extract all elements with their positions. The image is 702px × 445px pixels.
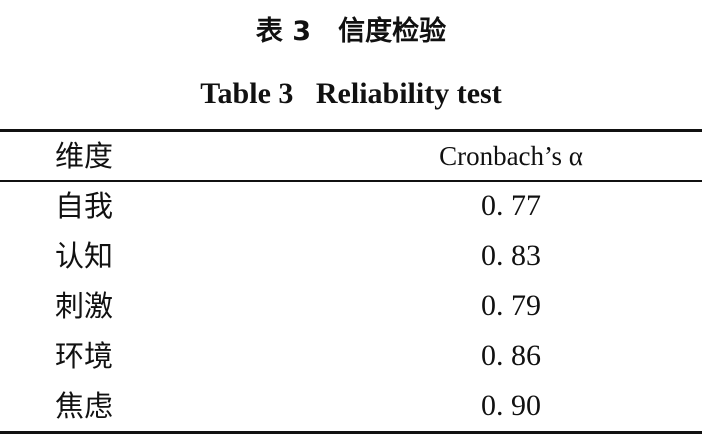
table-top-rule <box>0 129 702 132</box>
row-value-stimulus: 0. 79 <box>481 289 541 322</box>
table-title-english: Table 3 Reliability test <box>200 77 502 110</box>
table-header-rule <box>0 180 702 182</box>
row-dimension-environment: 环境 <box>55 339 114 373</box>
row-dimension-stimulus: 刺激 <box>55 289 114 323</box>
header-dimension: 维度 <box>55 139 114 173</box>
header-cronbach-alpha: Cronbach’s α <box>439 141 583 171</box>
row-value-cognition: 0. 83 <box>481 239 541 272</box>
row-value-anxiety: 0. 90 <box>481 389 541 422</box>
table-bottom-rule <box>0 431 702 434</box>
row-dimension-self: 自我 <box>55 189 114 223</box>
table-title-chinese: 表 3 信度检验 <box>255 16 447 47</box>
row-value-environment: 0. 86 <box>481 339 541 372</box>
row-dimension-anxiety: 焦虑 <box>55 389 114 423</box>
row-dimension-cognition: 认知 <box>55 239 114 273</box>
row-value-self: 0. 77 <box>481 189 541 222</box>
